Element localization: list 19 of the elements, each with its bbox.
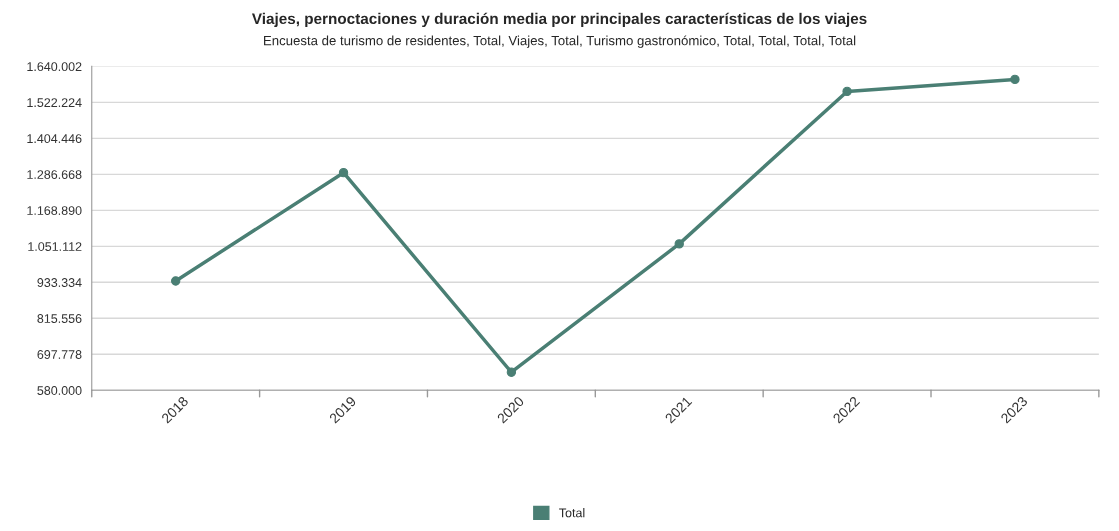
y-tick-label: 580.000 <box>37 386 82 395</box>
y-tick-label: 1.522.224 <box>27 98 82 108</box>
y-tick-label: 1.051.112 <box>28 242 82 251</box>
y-tick-label: 697.778 <box>37 350 82 359</box>
point <box>506 367 517 377</box>
y-tick-label: 815.556 <box>37 314 82 323</box>
y-tick-label: 1.168.890 <box>27 206 82 215</box>
chart-title: Viajes, pernoctaciones y duración media por principales características de los viajes <box>251 12 867 28</box>
y-tick-label: 1.404.446 <box>27 134 82 144</box>
y-tick-label: 1.286.668 <box>27 170 82 179</box>
chart-subtitle: Encuesta de turismo de residentes, Total, Viajes, Total, Turismo gastronómico, Total, Total, Total, Total <box>264 35 856 48</box>
point <box>842 86 852 97</box>
point <box>674 239 684 249</box>
point <box>1010 74 1020 85</box>
legend-label: Total <box>559 508 585 518</box>
y-tick-label: 1.640.002 <box>27 62 82 72</box>
y-tick-label: 933.334 <box>37 278 82 287</box>
point <box>171 276 181 286</box>
point <box>338 168 349 178</box>
